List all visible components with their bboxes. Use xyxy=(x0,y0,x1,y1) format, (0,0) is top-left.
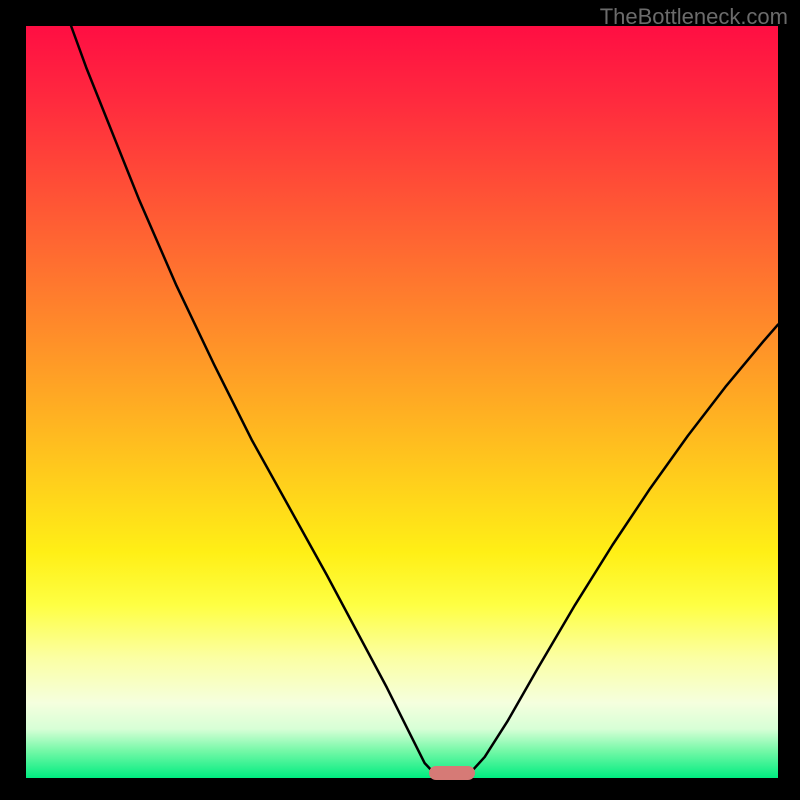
watermark-text: TheBottleneck.com xyxy=(600,4,788,30)
optimum-marker xyxy=(429,766,475,780)
bottleneck-curve xyxy=(0,0,800,800)
bottleneck-curve-path xyxy=(71,26,778,778)
chart-stage: TheBottleneck.com xyxy=(0,0,800,800)
